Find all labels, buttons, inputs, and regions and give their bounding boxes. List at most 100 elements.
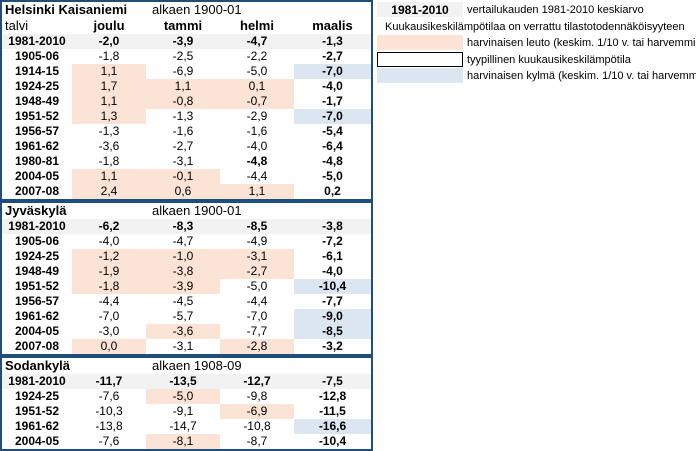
temperature-cell: -7,6 (98, 434, 120, 448)
temperature-cell: 1,1 (220, 184, 294, 199)
row-year: 2007-08 (14, 184, 60, 198)
temperature-cell: -7,0 (294, 64, 371, 79)
legend-warm-swatch (377, 35, 463, 50)
temperature-cell: 1,1 (146, 79, 220, 94)
temperature-cell: -11,5 (319, 404, 346, 418)
temperature-cell: -5,0 (146, 389, 220, 404)
temperature-cell: -2,8 (220, 339, 294, 354)
temperature-cell: -1,3 (98, 124, 120, 138)
temperature-cell: -6,9 (220, 404, 294, 419)
column-header-maalis: maalis (312, 18, 353, 33)
column-header-joulu: joulu (93, 18, 125, 33)
temperature-cell: -1,8 (98, 49, 120, 63)
table-row: 1981-2010 -2,0 -3,9 -4,7 -1,3 (2, 34, 371, 49)
row-year: 1905-06 (14, 49, 60, 63)
table-row: 1980-81 -1,8 -3,1 -4,8 -4,8 (2, 154, 371, 169)
temperature-cell: -4,5 (172, 294, 194, 308)
temperature-cell: -10,4 (294, 279, 371, 294)
temperature-cell: -7,0 (98, 309, 120, 323)
temperature-cell: 1,7 (72, 79, 146, 94)
table-row: 2004-05 -7,6 -8,1 -8,7 -10,4 (2, 434, 371, 449)
legend-intro-text: Kuukausikeskilämpötilaa on verrattu tila… (385, 20, 685, 33)
temperature-cell: -11,7 (72, 374, 146, 389)
temperature-cell: -16,6 (294, 419, 371, 434)
temperature-cell: -1,8 (72, 279, 146, 294)
temperature-cell: -4,4 (246, 294, 268, 308)
temperature-cell: -3,2 (322, 339, 343, 353)
row-year: 1951-52 (14, 404, 60, 418)
column-header-talvi: talvi (5, 18, 29, 33)
temperature-cell: -5,4 (322, 124, 343, 138)
temperature-cell: -2,7 (172, 139, 194, 153)
row-year: 1948-49 (14, 264, 60, 278)
temperature-cell: -0,1 (146, 169, 220, 184)
temperature-cell: -1,9 (72, 264, 146, 279)
temperature-cell: -0,7 (220, 94, 294, 109)
station-name: Helsinki Kaisaniemi (5, 2, 128, 17)
temperature-cell: -4,7 (172, 234, 194, 248)
station-since: alkaen 1900-01 (152, 2, 242, 17)
table-row: 1951-52 1,3 -1,3 -2,9 -7,0 (2, 109, 371, 124)
station-table: Helsinki Kaisaniemi alkaen 1900-01 talvi jo… (0, 0, 373, 201)
temperature-cell: -7,6 (98, 389, 120, 403)
table-row: 1914-15 1,1 -6,9 -5,0 -7,0 (2, 64, 371, 79)
temperature-cell: -3,1 (172, 154, 194, 168)
temperature-cell: -2,9 (246, 109, 268, 123)
temperature-cell: -10,4 (318, 434, 347, 448)
row-year: 1914-15 (14, 64, 60, 78)
temperature-cell: -3,1 (172, 339, 194, 353)
row-year: 1924-25 (14, 79, 60, 93)
temperature-cell: -1,8 (98, 154, 120, 168)
temperature-cell: -5,7 (172, 309, 194, 323)
temperature-cell: -8,5 (294, 324, 371, 339)
table-row: 1948-49 1,1 -0,8 -0,7 -1,7 (2, 94, 371, 109)
temperature-cell: -4,4 (98, 294, 120, 308)
temperature-cell: -5,0 (246, 279, 268, 293)
temperature-cell: -2,5 (172, 49, 194, 63)
temperature-cell: -1,7 (322, 94, 343, 108)
table-row: 1948-49 -1,9 -3,8 -2,7 -4,0 (2, 264, 371, 279)
temperature-cell: 1,1 (72, 64, 146, 79)
temperature-cell: -4,0 (322, 79, 343, 93)
temperature-cell: -8,3 (146, 219, 220, 234)
table-row: 2007-08 2,4 0,6 1,1 0,2 (2, 184, 371, 199)
temperature-tables: Helsinki Kaisaniemi alkaen 1900-01 talvi jo… (0, 0, 373, 451)
temperature-cell: -9,1 (172, 404, 194, 418)
row-year: 1980-81 (14, 154, 60, 168)
station-table: Jyväskylä alkaen 1900-01 1981-2010 -6,2 -8,3… (0, 201, 373, 356)
table-row: 2004-05 -3,0 -3,6 -7,7 -8,5 (2, 324, 371, 339)
temperature-cell: -1,0 (146, 249, 220, 264)
temperature-cell: -7,7 (322, 294, 343, 308)
temperature-cell: -6,4 (322, 139, 343, 153)
temperature-cell: -4,8 (322, 154, 343, 168)
temperature-cell: -1,6 (246, 124, 268, 138)
legend-typical-swatch (377, 52, 463, 67)
temperature-cell: -4,7 (220, 34, 294, 49)
table-row: 2004-05 1,1 -0,1 -4,4 -5,0 (2, 169, 371, 184)
station-header: Sodankylä alkaen 1908-09 (2, 358, 371, 374)
temperature-cell: -1,2 (72, 249, 146, 264)
temperature-cell: -3,6 (146, 324, 220, 339)
temperature-cell: -6,9 (172, 64, 194, 78)
table-row: 1905-06 -4,0 -4,7 -4,9 -7,2 (2, 234, 371, 249)
temperature-cell: -7,5 (294, 374, 371, 389)
row-year: 2004-05 (14, 434, 60, 448)
row-year: 1948-49 (14, 94, 60, 108)
legend-reference: 1981-2010 vertailukauden 1981-2010 keski… (377, 1, 644, 18)
temperature-cell: 1,1 (72, 169, 146, 184)
temperature-cell: 0,6 (146, 184, 220, 199)
row-year: 2004-05 (14, 169, 60, 183)
temperature-cell: -0,8 (146, 94, 220, 109)
temperature-cell: -3,0 (98, 324, 120, 338)
temperature-cell: -7,7 (246, 324, 268, 338)
table-row: 1961-62 -13,8 -14,7 -10,8 -16,6 (2, 419, 371, 434)
row-year: 1956-57 (14, 294, 60, 308)
temperature-cell: -3,8 (294, 219, 371, 234)
temperature-cell: 1,3 (72, 109, 146, 124)
temperature-cell: -2,7 (322, 49, 343, 63)
row-year: 1905-06 (14, 234, 60, 248)
station-since: alkaen 1908-09 (152, 358, 242, 373)
temperature-cell: -2,0 (72, 34, 146, 49)
temperature-cell: -7,0 (294, 109, 371, 124)
temperature-cell: -12,8 (318, 389, 347, 403)
